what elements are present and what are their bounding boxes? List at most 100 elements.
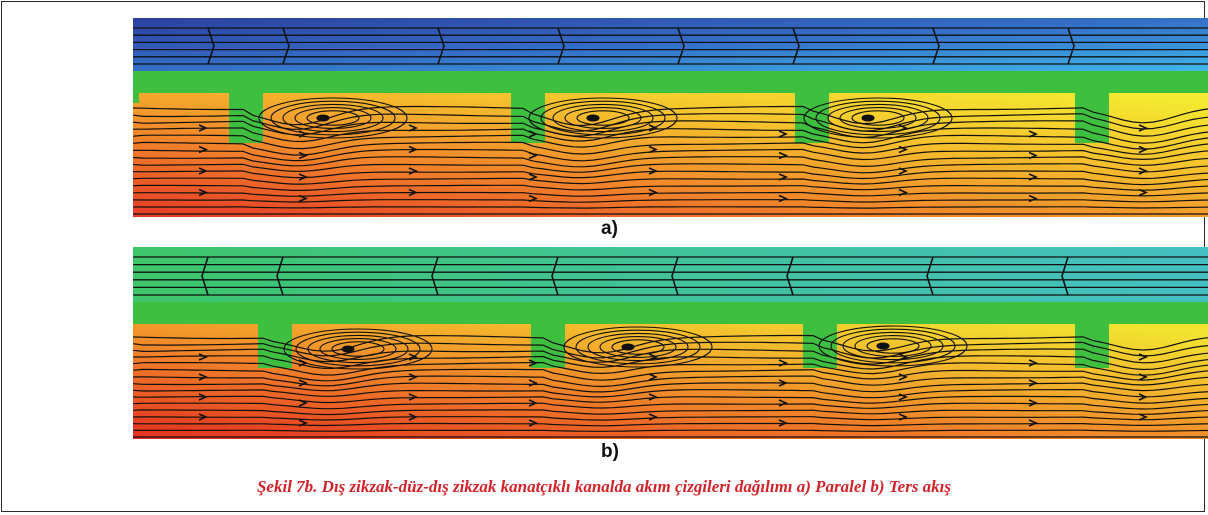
recirculation-loop bbox=[851, 110, 905, 126]
flow-direction-marker bbox=[898, 167, 909, 175]
recirculation-loop bbox=[827, 103, 929, 133]
recirculation-loop bbox=[564, 107, 642, 129]
hot-streamline bbox=[133, 120, 1208, 139]
flow-direction-marker bbox=[198, 188, 209, 197]
cold-channel-b bbox=[133, 247, 1208, 302]
flow-direction-marker bbox=[528, 194, 539, 203]
recirculation-loop bbox=[803, 97, 953, 139]
flow-direction-marker bbox=[677, 27, 685, 65]
flow-direction-marker bbox=[786, 256, 794, 296]
recirculation-loop bbox=[306, 110, 360, 126]
flow-direction-marker bbox=[198, 167, 209, 175]
recirculation-loop bbox=[282, 103, 384, 133]
recirculation-loop bbox=[854, 335, 932, 357]
flow-direction-marker bbox=[282, 27, 290, 65]
flow-direction-marker bbox=[528, 419, 539, 427]
flow-direction-marker bbox=[201, 256, 209, 296]
recirculation-loop bbox=[270, 100, 396, 136]
flow-direction-marker bbox=[648, 413, 659, 421]
flow-direction-marker bbox=[1138, 145, 1149, 154]
flow-direction-marker bbox=[778, 151, 789, 160]
flow-direction-marker bbox=[207, 27, 215, 65]
flow-direction-marker bbox=[898, 188, 909, 197]
flow-direction-marker bbox=[648, 188, 659, 197]
flow-direction-marker bbox=[898, 393, 909, 401]
hot-streamline bbox=[133, 199, 1208, 203]
figure-caption: Şekil 7b. Dış zikzak-düz-dış zikzak kana… bbox=[256, 477, 952, 496]
hot-streamline bbox=[133, 402, 1208, 410]
flow-direction-marker bbox=[778, 173, 789, 181]
flow-direction-marker bbox=[778, 130, 789, 138]
streamline-panel-b bbox=[133, 247, 1208, 439]
flow-direction-marker bbox=[298, 419, 309, 427]
vortex-core bbox=[861, 114, 875, 122]
recirculation-loop bbox=[815, 100, 941, 136]
flow-direction-marker bbox=[198, 124, 209, 132]
recirculation-loop bbox=[839, 107, 917, 129]
flow-direction-marker bbox=[898, 373, 909, 381]
flow-direction-marker bbox=[1067, 27, 1075, 65]
cold-streamlines-a bbox=[133, 27, 1208, 65]
recirculation-loop bbox=[866, 338, 920, 354]
flow-direction-marker bbox=[778, 379, 789, 387]
flow-direction-marker bbox=[1028, 194, 1039, 203]
flow-direction-marker bbox=[298, 399, 309, 407]
hot-streamline bbox=[133, 395, 1208, 404]
flow-direction-marker bbox=[898, 145, 909, 154]
flow-direction-marker bbox=[528, 151, 539, 160]
vortex-core bbox=[341, 345, 355, 353]
flow-direction-marker bbox=[648, 353, 659, 361]
hot-streamline bbox=[133, 170, 1208, 180]
flow-direction-marker bbox=[431, 256, 439, 296]
flow-direction-marker bbox=[198, 353, 209, 361]
flow-direction-marker bbox=[557, 27, 565, 65]
hot-streamline bbox=[133, 389, 1208, 399]
flow-direction-marker bbox=[926, 256, 934, 296]
streamline-plot-b bbox=[133, 247, 1208, 439]
flow-direction-marker bbox=[648, 124, 659, 132]
recirculation-loop bbox=[528, 97, 678, 139]
flow-direction-marker bbox=[408, 413, 419, 421]
recirculation-loop bbox=[830, 328, 956, 364]
flow-direction-marker bbox=[198, 393, 209, 401]
flow-direction-marker bbox=[778, 194, 789, 203]
flow-direction-marker bbox=[408, 353, 419, 361]
fin-b-1 bbox=[258, 324, 292, 368]
cold-channel-a bbox=[133, 18, 1208, 71]
flow-direction-marker bbox=[1028, 151, 1039, 160]
flow-direction-marker bbox=[792, 27, 800, 65]
flow-direction-marker bbox=[778, 399, 789, 407]
recirculation-loop bbox=[599, 336, 677, 358]
recirculation-loop bbox=[576, 110, 630, 126]
flow-direction-marker bbox=[408, 373, 419, 381]
hot-streamline bbox=[133, 422, 1208, 427]
flow-direction-marker bbox=[1138, 353, 1149, 361]
flow-direction-marker bbox=[198, 413, 209, 421]
hot-streamline bbox=[133, 355, 1208, 371]
vortex-core bbox=[316, 114, 330, 122]
flow-direction-marker bbox=[528, 399, 539, 407]
flow-direction-marker bbox=[298, 194, 309, 203]
flow-direction-marker bbox=[1028, 399, 1039, 407]
wall-b bbox=[133, 302, 1208, 324]
flow-direction-marker bbox=[1138, 124, 1149, 132]
flow-direction-marker bbox=[1138, 188, 1149, 197]
recirculation-loop bbox=[842, 331, 944, 361]
hot-streamline bbox=[133, 191, 1208, 197]
flow-direction-marker bbox=[298, 379, 309, 387]
hot-streamline bbox=[133, 382, 1208, 393]
flow-direction-marker bbox=[1028, 379, 1039, 387]
flow-direction-marker bbox=[528, 379, 539, 387]
hot-streamline bbox=[133, 141, 1208, 156]
recirculation-loop bbox=[611, 339, 665, 355]
cold-streamlines-b bbox=[133, 256, 1208, 296]
streamline-panel-a bbox=[133, 18, 1208, 217]
flow-direction-marker bbox=[1138, 413, 1149, 421]
flow-direction-marker bbox=[437, 27, 445, 65]
flow-direction-marker bbox=[551, 256, 559, 296]
flow-direction-marker bbox=[778, 359, 789, 367]
flow-direction-marker bbox=[671, 256, 679, 296]
flow-direction-marker bbox=[1028, 419, 1039, 427]
flow-direction-marker bbox=[1138, 167, 1149, 175]
recirculation-loop bbox=[283, 328, 433, 370]
